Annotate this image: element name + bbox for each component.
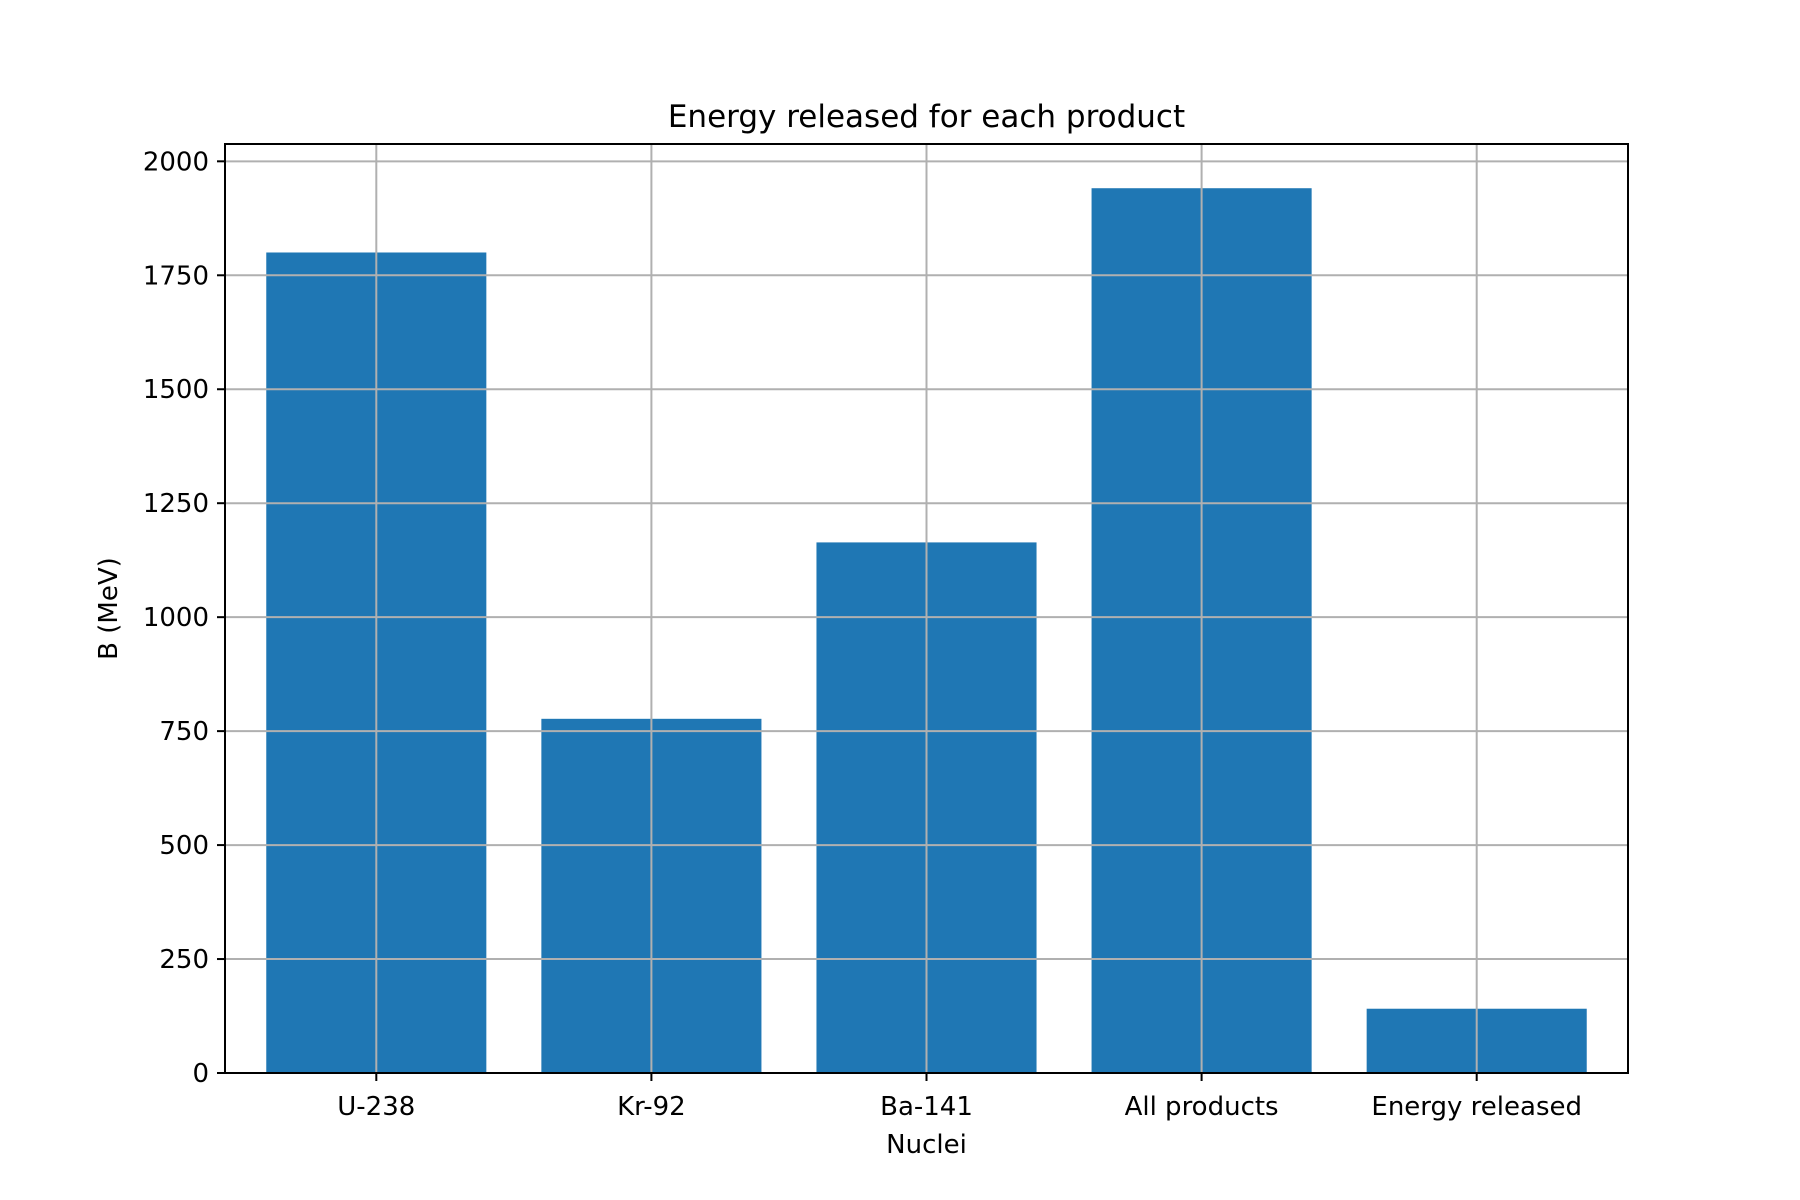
y-tick-label: 250 <box>159 945 209 975</box>
y-tick-label: 1750 <box>143 261 209 291</box>
y-tick-label: 750 <box>159 717 209 747</box>
ticks-layer: 0 250 500 750 1000 1250 1500 1750 2000 U-238 Kr-92… <box>143 147 1582 1122</box>
y-tick-label: 2000 <box>143 147 209 177</box>
x-axis-label: Nuclei <box>886 1130 967 1160</box>
x-tick-label: All products <box>1125 1092 1279 1122</box>
x-tick-label: U-238 <box>337 1092 415 1122</box>
y-axis-label: B (MeV) <box>94 557 124 660</box>
y-tick-label: 1250 <box>143 489 209 519</box>
y-tick-label: 500 <box>159 831 209 861</box>
chart-title: Energy released for each product <box>668 99 1185 135</box>
x-tick-label: Ba-141 <box>880 1092 973 1122</box>
x-tick-label: Kr-92 <box>617 1092 686 1122</box>
y-tick-label: 1000 <box>143 603 209 633</box>
x-tick-label: Energy released <box>1371 1092 1582 1122</box>
y-tick-label: 1500 <box>143 375 209 405</box>
y-tick-label: 0 <box>192 1059 209 1089</box>
